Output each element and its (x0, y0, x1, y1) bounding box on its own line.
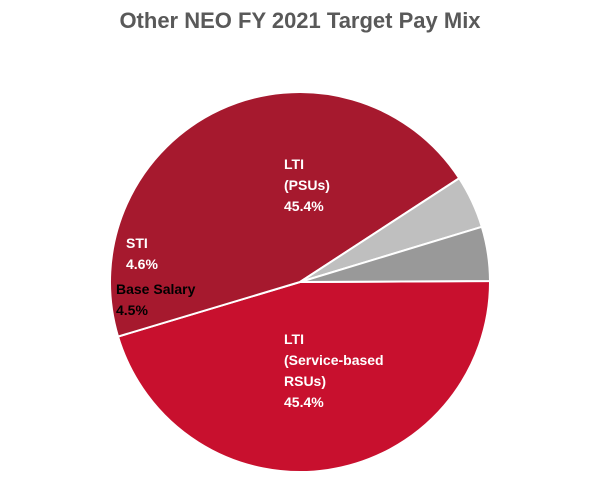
slice-label-line: (Service-based (284, 352, 384, 368)
slice-label-1: LTI (Service-based RSUs) 45.4% (284, 331, 384, 410)
slice-label-line: RSUs) (284, 373, 326, 389)
pie-slice-3 (299, 225, 492, 283)
slice-value-label: 4.6% (126, 256, 158, 272)
chart-title: Other NEO FY 2021 Target Pay Mix (119, 8, 481, 33)
slice-value-label: 45.4% (284, 394, 324, 410)
pie-slice-0 (116, 280, 492, 473)
slice-label-3: STI 4.6% (126, 235, 158, 272)
slice-value-label: 4.5% (116, 302, 148, 318)
slice-label-0: LTI (PSUs) 45.4% (284, 156, 330, 214)
slice-label-line: Base Salary (116, 281, 196, 297)
slice-label-line: LTI (284, 331, 304, 347)
slice-label-line: (PSUs) (284, 177, 330, 193)
slice-label-line: STI (126, 235, 148, 251)
slice-label-2: Base Salary 4.5% (116, 281, 196, 318)
slice-label-line: LTI (284, 156, 304, 172)
pie-slice-1 (109, 91, 461, 338)
slice-value-label: 45.4% (284, 198, 324, 214)
